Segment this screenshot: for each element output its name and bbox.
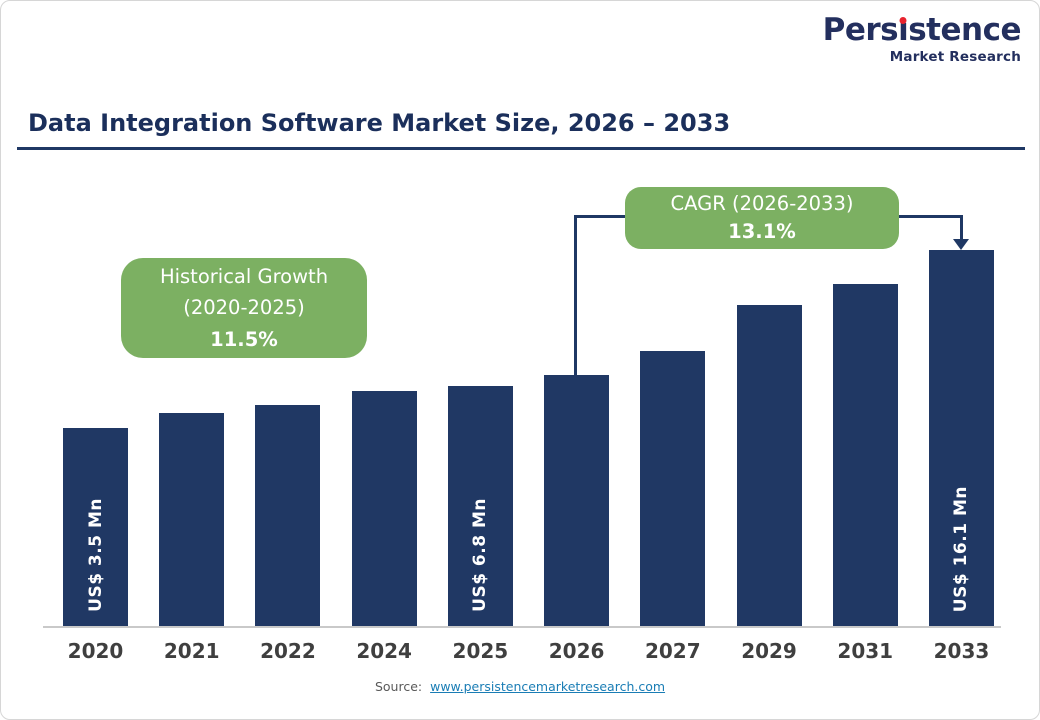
x-tick-label-2021: 2021 xyxy=(163,639,220,663)
x-axis-line xyxy=(43,626,1001,628)
bar-plot: US$ 3.5 Mn US$ 6.8 Mn US$ 16.1 Mn xyxy=(63,250,994,626)
bar-2029 xyxy=(736,305,802,626)
cagr-value: 13.1% xyxy=(728,220,796,243)
x-tick-label-2020: 2020 xyxy=(67,639,124,663)
brand-wordmark-post: stence xyxy=(908,12,1021,48)
x-tick-label-2025: 2025 xyxy=(452,639,509,663)
bar-2020: US$ 3.5 Mn xyxy=(63,428,128,626)
brand-red-dot-i: ı xyxy=(898,12,909,48)
historical-growth-line1: Historical Growth xyxy=(159,265,329,289)
bar-2024 xyxy=(351,391,417,626)
x-tick-label-2024: 2024 xyxy=(356,639,412,663)
brand-wordmark: Persıstence xyxy=(822,12,1022,48)
x-tick-label-2022: 2022 xyxy=(260,639,316,663)
source-label: Source: xyxy=(374,679,423,694)
x-axis-tick-labels: 2020 2021 2022 2024 2025 2026 2027 2029 2031 2033 xyxy=(63,639,994,663)
bar-2027 xyxy=(640,351,706,626)
bar-2025: US$ 6.8 Mn xyxy=(447,386,513,626)
cagr-connector-left-line xyxy=(574,215,577,375)
brand-subtitle: Market Research xyxy=(889,49,1021,65)
source-line: Source: www.persistencemarketresearch.co… xyxy=(1,679,1039,694)
x-tick-label-2027: 2027 xyxy=(644,639,701,663)
title-divider xyxy=(17,147,1025,150)
bar-2021 xyxy=(159,413,225,626)
bar-2031 xyxy=(832,284,898,626)
brand-wordmark-pre: Pers xyxy=(822,12,899,48)
brand-logo: Persıstence Market Research xyxy=(822,12,1022,66)
bar-2022 xyxy=(255,405,321,626)
cagr-label: CAGR (2026-2033) xyxy=(670,191,854,215)
cagr-connector-arrowhead-icon xyxy=(953,239,969,250)
cagr-connector-right-line xyxy=(960,215,963,241)
cagr-callout: CAGR (2026-2033) 13.1% xyxy=(625,187,899,249)
x-tick-label-2031: 2031 xyxy=(837,639,894,663)
bar-value-label-2025: US$ 6.8 Mn xyxy=(470,498,491,612)
bar-value-label-2020: US$ 3.5 Mn xyxy=(85,498,106,612)
bar-2026 xyxy=(544,375,610,626)
chart-title: Data Integration Software Market Size, 2… xyxy=(28,109,731,137)
x-tick-label-2033: 2033 xyxy=(933,639,990,663)
historical-growth-callout: Historical Growth (2020-2025) 11.5% xyxy=(121,258,367,358)
source-link[interactable]: www.persistencemarketresearch.com xyxy=(430,679,666,694)
historical-growth-line2: (2020-2025) xyxy=(183,296,305,320)
bar-2033: US$ 16.1 Mn xyxy=(928,250,994,626)
x-tick-label-2029: 2029 xyxy=(741,639,797,663)
historical-growth-value: 11.5% xyxy=(210,327,278,351)
x-tick-label-2026: 2026 xyxy=(548,639,605,663)
bar-value-label-2033: US$ 16.1 Mn xyxy=(951,485,972,612)
